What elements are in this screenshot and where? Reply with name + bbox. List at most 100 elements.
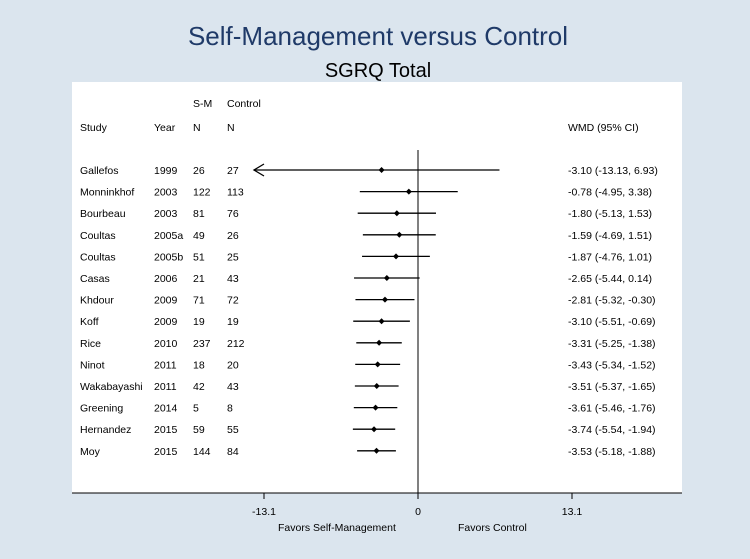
control-n-label: 43 (227, 381, 239, 393)
point-estimate (376, 339, 383, 346)
sm-n-label: 59 (193, 424, 205, 436)
wmd-ci-label: -1.87 (-4.76, 1.01) (568, 251, 652, 263)
wmd-ci-label: -3.53 (-5.18, -1.88) (568, 446, 656, 458)
study-rows: Gallefos 1999 26 27 -3.10 (-13.13, 6.93) Monn… (80, 165, 658, 458)
wmd-ci-label: -3.43 (-5.34, -1.52) (568, 359, 656, 371)
point-estimate (396, 231, 403, 238)
control-n-label: 43 (227, 273, 239, 285)
year-label: 2003 (154, 208, 178, 220)
sm-n-label: 122 (193, 187, 211, 199)
year-label: 2011 (154, 359, 177, 371)
control-n-label: 19 (227, 316, 239, 328)
control-n-label: 55 (227, 424, 239, 436)
wmd-ci-label: -3.74 (-5.54, -1.94) (568, 424, 656, 436)
study-label: Coultas (80, 230, 116, 242)
study-marks (252, 163, 500, 454)
ci-arrow-left (252, 163, 265, 177)
year-label: 2010 (154, 338, 178, 350)
wmd-ci-label: -1.80 (-5.13, 1.53) (568, 208, 652, 220)
wmd-ci-label: -1.59 (-4.69, 1.51) (568, 230, 652, 242)
wmd-ci-label: -3.10 (-5.51, -0.69) (568, 316, 656, 328)
sm-n-label: 26 (193, 165, 205, 177)
control-n-label: 113 (227, 187, 244, 199)
year-label: 2005b (154, 251, 183, 263)
header-control-n: N (227, 122, 235, 134)
sm-n-label: 18 (193, 359, 205, 371)
chart-subtitle: SGRQ Total (325, 60, 431, 82)
point-estimate (371, 426, 378, 433)
sm-n-label: 81 (193, 208, 205, 220)
wmd-ci-label: -3.61 (-5.46, -1.76) (568, 403, 656, 415)
control-n-label: 8 (227, 403, 233, 415)
plot-area (72, 82, 682, 493)
column-headers: S-M Control Study Year N N WMD (95% CI) (80, 98, 639, 134)
study-label: Coultas (80, 251, 116, 263)
study-label: Koff (80, 316, 99, 328)
year-label: 2003 (154, 187, 178, 199)
control-n-label: 212 (227, 338, 245, 350)
study-label: Wakabayashi (80, 381, 143, 393)
point-estimate (373, 447, 380, 454)
study-label: Casas (80, 273, 110, 285)
year-label: 2009 (154, 316, 178, 328)
study-label: Bourbeau (80, 208, 126, 220)
year-label: 2005a (154, 230, 183, 242)
study-label: Ninot (80, 359, 105, 371)
point-estimate (378, 318, 385, 325)
sm-n-label: 21 (193, 273, 205, 285)
study-label: Hernandez (80, 424, 131, 436)
point-estimate (393, 253, 400, 260)
x-axis-ticks: -13.1 0 13.1 (252, 493, 582, 518)
study-label: Gallefos (80, 165, 119, 177)
year-label: 1999 (154, 165, 178, 177)
wmd-ci-label: -3.51 (-5.37, -1.65) (568, 381, 656, 393)
point-estimate (378, 167, 385, 173)
point-estimate (372, 404, 379, 411)
point-estimate (374, 361, 381, 368)
point-estimate (383, 275, 390, 281)
header-year: Year (154, 122, 176, 134)
sm-n-label: 42 (193, 381, 205, 393)
control-n-label: 72 (227, 295, 239, 307)
chart-title: Self-Management versus Control (188, 21, 568, 51)
point-estimate (405, 188, 412, 195)
control-n-label: 84 (227, 446, 239, 458)
study-label: Rice (80, 338, 101, 350)
year-label: 2009 (154, 295, 178, 307)
year-label: 2015 (154, 446, 178, 458)
point-estimate (393, 210, 400, 217)
sm-n-label: 49 (193, 230, 205, 242)
control-n-label: 26 (227, 230, 239, 242)
control-n-label: 76 (227, 208, 239, 220)
header-effect: WMD (95% CI) (568, 122, 639, 134)
sm-n-label: 71 (193, 295, 205, 307)
header-sm-top: S-M (193, 98, 212, 110)
sm-n-label: 51 (193, 251, 205, 263)
header-sm-n: N (193, 122, 201, 134)
year-label: 2011 (154, 381, 177, 393)
wmd-ci-label: -3.31 (-5.25, -1.38) (568, 338, 656, 350)
sm-n-label: 237 (193, 338, 211, 350)
year-label: 2006 (154, 273, 178, 285)
study-label: Greening (80, 403, 123, 415)
sm-n-label: 144 (193, 446, 211, 458)
control-n-label: 20 (227, 359, 239, 371)
control-n-label: 27 (227, 165, 239, 177)
x-tick-label: 0 (415, 506, 421, 518)
x-tick-label: -13.1 (252, 506, 276, 518)
sm-n-label: 19 (193, 316, 205, 328)
header-control-top: Control (227, 98, 261, 110)
study-label: Monninkhof (80, 187, 134, 199)
control-n-label: 25 (227, 251, 239, 263)
study-label: Khdour (80, 295, 114, 307)
year-label: 2015 (154, 424, 178, 436)
favors-right-label: Favors Control (458, 522, 527, 534)
x-tick-label: 13.1 (562, 506, 583, 518)
sm-n-label: 5 (193, 403, 199, 415)
wmd-ci-label: -3.10 (-13.13, 6.93) (568, 165, 658, 177)
wmd-ci-label: -2.65 (-5.44, 0.14) (568, 273, 652, 285)
study-label: Moy (80, 446, 101, 458)
point-estimate (373, 383, 380, 389)
point-estimate (381, 296, 388, 303)
